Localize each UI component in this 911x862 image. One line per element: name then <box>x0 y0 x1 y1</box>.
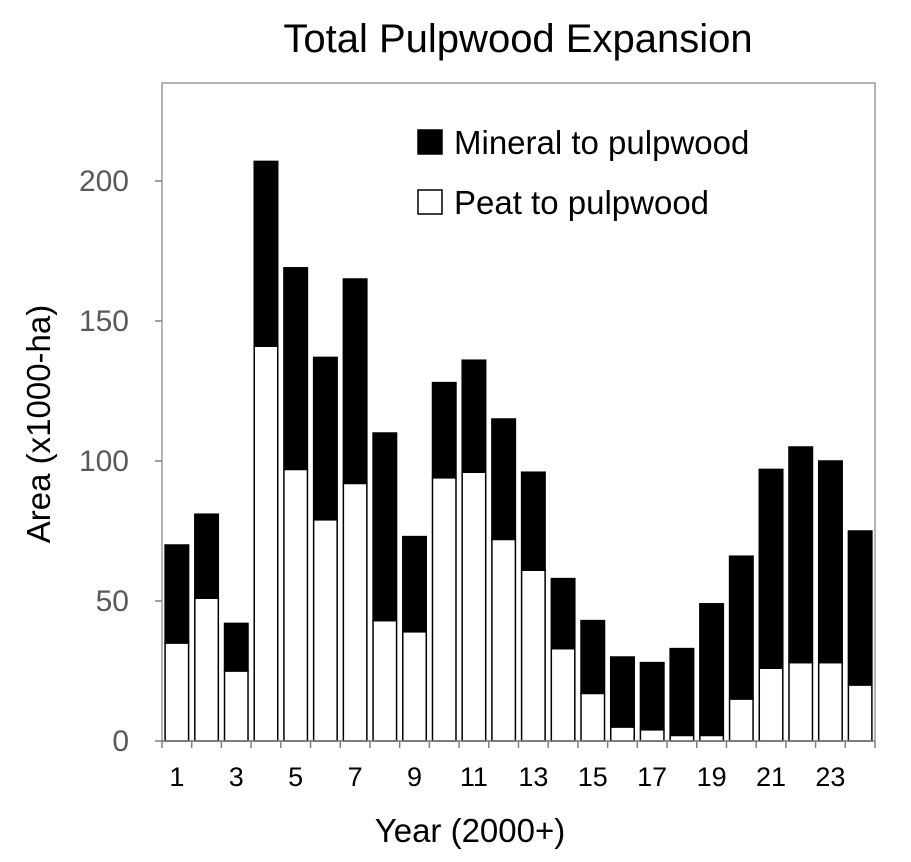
bar-segment-peat-19 <box>699 734 725 742</box>
bar-segment-peat-23 <box>817 661 843 742</box>
x-tick-label: 9 <box>407 762 422 792</box>
x-tick-label: 21 <box>756 762 786 792</box>
bar-segment-mineral-1 <box>164 544 190 644</box>
bar-segment-peat-17 <box>639 729 665 742</box>
bar-segment-peat-6 <box>312 519 338 742</box>
bar-segment-peat-21 <box>758 667 784 742</box>
chart-title: Total Pulpwood Expansion <box>283 17 752 61</box>
x-tick-label: 15 <box>578 762 608 792</box>
x-tick-label: 11 <box>460 762 488 792</box>
legend-label: Peat to pulpwood <box>454 184 709 221</box>
bar-segment-peat-9 <box>402 631 428 742</box>
bar-segment-peat-14 <box>550 647 576 742</box>
bar-segment-peat-16 <box>609 726 635 742</box>
legend-swatch <box>417 189 443 215</box>
bar-segment-mineral-4 <box>253 160 279 347</box>
bar-segment-peat-11 <box>461 471 487 742</box>
x-tick-label: 17 <box>637 762 667 792</box>
y-tick-label: 150 <box>79 305 129 338</box>
bar-segment-mineral-20 <box>728 555 754 700</box>
bar-segment-mineral-11 <box>461 359 487 473</box>
bar-segment-mineral-6 <box>312 356 338 521</box>
bar-segment-peat-5 <box>283 468 309 742</box>
x-tick-label: 13 <box>518 762 548 792</box>
bar-segment-mineral-7 <box>342 278 368 485</box>
bar-segment-peat-18 <box>669 734 695 742</box>
y-tick-label: 100 <box>79 445 129 478</box>
legend-label: Mineral to pulpwood <box>454 124 749 161</box>
x-tick-label: 1 <box>169 762 184 792</box>
bar-segment-mineral-13 <box>520 471 546 571</box>
bar-segment-mineral-22 <box>788 446 814 664</box>
y-tick-label: 0 <box>112 725 129 758</box>
bar-segment-mineral-17 <box>639 661 665 731</box>
bar-segment-peat-10 <box>431 477 457 742</box>
x-tick-label: 7 <box>348 762 363 792</box>
bar-segment-mineral-21 <box>758 468 784 669</box>
x-tick-label: 3 <box>229 762 244 792</box>
bar-segment-peat-2 <box>194 597 220 742</box>
y-tick-label: 200 <box>79 165 129 198</box>
bar-segment-peat-22 <box>788 661 814 742</box>
bar-segment-mineral-19 <box>699 603 725 737</box>
bar-segment-mineral-15 <box>580 619 606 695</box>
bar-segment-mineral-18 <box>669 647 695 737</box>
bar-segment-mineral-8 <box>372 432 398 622</box>
y-tick-label: 50 <box>96 585 129 618</box>
y-axis-label: Area (x1000-ha) <box>20 305 57 543</box>
bar-segment-mineral-24 <box>847 530 873 686</box>
bar-segment-mineral-5 <box>283 267 309 471</box>
bar-segment-peat-12 <box>491 538 517 742</box>
bar-segment-mineral-23 <box>817 460 843 664</box>
bar-segment-peat-7 <box>342 482 368 742</box>
bar-segment-peat-3 <box>223 670 249 742</box>
bar-segment-peat-8 <box>372 619 398 742</box>
bar-segment-mineral-10 <box>431 381 457 479</box>
x-tick-label: 5 <box>288 762 303 792</box>
bar-segment-mineral-9 <box>402 535 428 633</box>
legend: Mineral to pulpwood Peat to pulpwood <box>417 124 749 221</box>
bar-segment-peat-15 <box>580 692 606 742</box>
bar-segment-mineral-16 <box>609 656 635 728</box>
bar-segment-mineral-2 <box>194 513 220 599</box>
x-tick-label: 19 <box>697 762 727 792</box>
legend-swatch <box>417 129 443 155</box>
bar-segment-peat-13 <box>520 569 546 742</box>
bar-segment-peat-4 <box>253 345 279 742</box>
bar-segment-peat-20 <box>728 698 754 742</box>
bar-segment-mineral-14 <box>550 577 576 650</box>
bar-segment-mineral-12 <box>491 418 517 541</box>
x-tick-label: 23 <box>815 762 845 792</box>
bar-segment-peat-24 <box>847 684 873 742</box>
x-axis-label: Year (2000+) <box>375 812 566 849</box>
bar-segment-peat-1 <box>164 642 190 742</box>
bar-segment-mineral-3 <box>223 622 249 672</box>
